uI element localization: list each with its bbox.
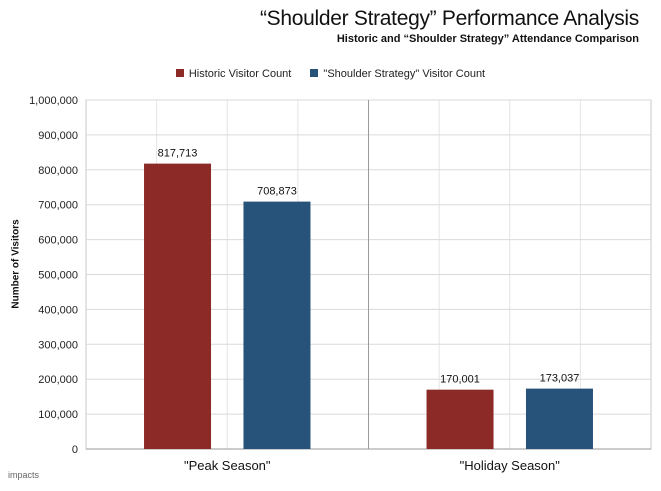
data-label: 708,873 bbox=[257, 186, 297, 198]
bar-historic bbox=[426, 389, 494, 449]
y-tick-label: 900,000 bbox=[38, 130, 78, 142]
bar-shoulder bbox=[525, 388, 593, 449]
y-tick-label: 600,000 bbox=[38, 235, 78, 247]
chart-title: “Shoulder Strategy” Performance Analysis bbox=[259, 7, 639, 30]
bar-shoulder bbox=[243, 201, 311, 449]
title-block: “Shoulder Strategy” Performance Analysis… bbox=[260, 6, 639, 46]
y-tick-label: 800,000 bbox=[38, 165, 78, 177]
brand-logo: impacts bbox=[8, 470, 40, 480]
x-category-label: "Holiday Season" bbox=[460, 458, 561, 473]
y-tick-label: 100,000 bbox=[38, 409, 78, 421]
legend: Historic Visitor Count "Shoulder Strateg… bbox=[0, 68, 661, 80]
legend-swatch-historic bbox=[175, 69, 184, 77]
legend-label-historic: Historic Visitor Count bbox=[188, 68, 292, 80]
legend-item-historic: Historic Visitor Count bbox=[175, 68, 292, 80]
y-tick-label: 500,000 bbox=[38, 270, 78, 282]
data-label: 173,037 bbox=[540, 373, 580, 385]
legend-item-shoulder: "Shoulder Strategy" Visitor Count bbox=[310, 68, 485, 80]
legend-label-shoulder: "Shoulder Strategy" Visitor Count bbox=[323, 68, 486, 80]
y-tick-label: 200,000 bbox=[38, 374, 78, 386]
data-label: 170,001 bbox=[440, 374, 480, 386]
y-tick-label: 300,000 bbox=[38, 339, 78, 351]
legend-swatch-shoulder bbox=[310, 69, 319, 77]
chart-subtitle: Historic and “Shoulder Strategy” Attenda… bbox=[336, 33, 639, 45]
y-tick-label: 1,000,000 bbox=[29, 95, 78, 107]
bar-historic bbox=[144, 163, 212, 449]
y-tick-label: 400,000 bbox=[38, 304, 78, 316]
data-label: 817,713 bbox=[158, 148, 198, 160]
y-tick-label: 700,000 bbox=[38, 200, 78, 212]
x-category-label: "Peak Season" bbox=[184, 458, 271, 473]
y-tick-label: 0 bbox=[72, 444, 78, 456]
